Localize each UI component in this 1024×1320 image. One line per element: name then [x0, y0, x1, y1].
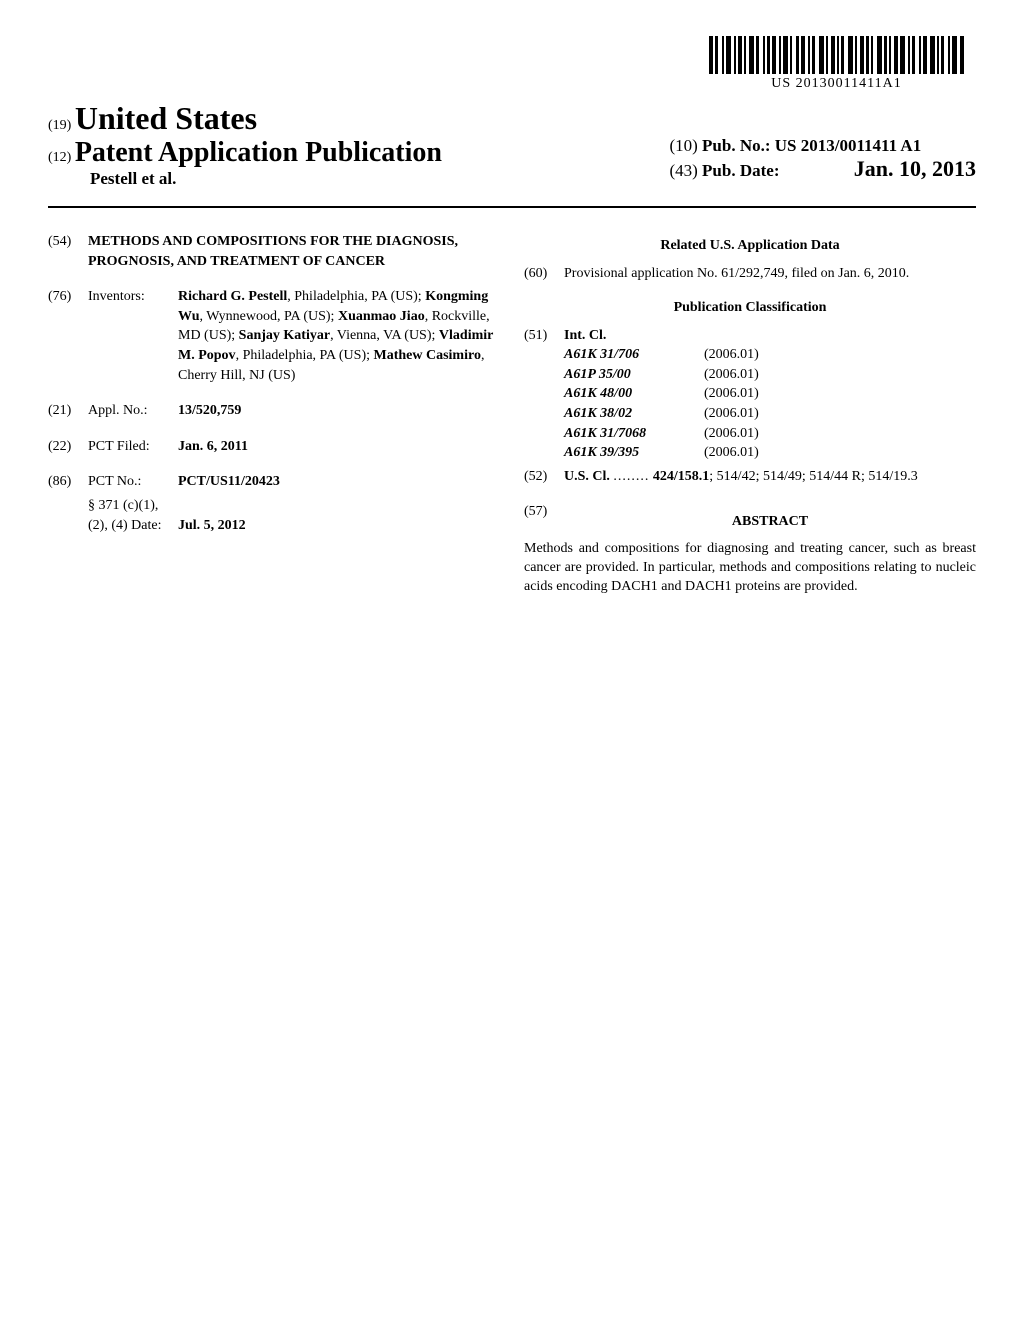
sect371-label: § 371 (c)(1), — [88, 496, 500, 516]
title: METHODS AND COMPOSITIONS FOR THE DIAGNOS… — [88, 232, 500, 271]
pub-no-label: Pub. No.: — [702, 136, 770, 155]
inventor-location: , Vienna, VA (US); — [330, 328, 439, 343]
country-name: United States — [75, 100, 257, 136]
pct-filed-row: (22) PCT Filed: Jan. 6, 2011 — [48, 437, 500, 457]
intcl-code-value: A61K 38/02 — [564, 404, 704, 424]
abstract-head-row: (57) ABSTRACT — [524, 502, 976, 538]
intcl-date: (2006.01) — [704, 365, 976, 385]
appl-no: 13/520,759 — [178, 401, 500, 421]
intcl-entry: A61P 35/00(2006.01) — [564, 365, 976, 385]
inventor: Sanjay Katiyar, Vienna, VA (US); — [239, 328, 439, 343]
pub-no: US 2013/0011411 A1 — [775, 136, 921, 155]
abstract-text: Methods and compositions for diagnosing … — [524, 540, 976, 597]
appl-label: Appl. No.: — [88, 401, 178, 421]
uscl-row: (52) U.S. Cl. ........ 424/158.1; 514/42… — [524, 467, 976, 487]
intcl-row: (51) Int. Cl. A61K 31/706(2006.01)A61P 3… — [524, 326, 976, 463]
inventors-label: Inventors: — [88, 287, 178, 385]
left-column: (54) METHODS AND COMPOSITIONS FOR THE DI… — [48, 232, 500, 597]
barcode-region: US 20130011411A1 — [709, 36, 964, 92]
right-column: Related U.S. Application Data (60) Provi… — [524, 232, 976, 597]
appl-code: (21) — [48, 401, 88, 421]
related-text: Provisional application No. 61/292,749, … — [564, 264, 976, 284]
inventor-name: Mathew Casimiro — [374, 348, 481, 363]
sect371-sub: (2), (4) Date: — [88, 516, 178, 536]
authors: Pestell et al. — [90, 169, 176, 188]
intcl-entry: A61K 31/706(2006.01) — [564, 345, 976, 365]
pct-no-label: PCT No.: — [88, 472, 178, 492]
inventor-location: , Philadelphia, PA (US); — [287, 289, 425, 304]
intcl-date: (2006.01) — [704, 443, 976, 463]
pct-filed-label: PCT Filed: — [88, 437, 178, 457]
country-code: (19) — [48, 118, 71, 133]
inventor-name: Sanjay Katiyar — [239, 328, 330, 343]
intcl-date: (2006.01) — [704, 424, 976, 444]
content-region: (54) METHODS AND COMPOSITIONS FOR THE DI… — [48, 232, 976, 597]
uscl-main: 424/158.1 — [653, 469, 709, 484]
related-row: (60) Provisional application No. 61/292,… — [524, 264, 976, 284]
pct-no-row: (86) PCT No.: PCT/US11/20423 — [48, 472, 500, 492]
pub-date-code: (43) — [669, 161, 697, 180]
inventor-location: , Philadelphia, PA (US); — [236, 348, 374, 363]
related-heading: Related U.S. Application Data — [524, 238, 976, 254]
inventor-location: , Wynnewood, PA (US); — [200, 309, 338, 324]
intcl-date: (2006.01) — [704, 384, 976, 404]
related-code: (60) — [524, 264, 564, 284]
pct-filed: Jan. 6, 2011 — [178, 437, 500, 457]
intcl-date: (2006.01) — [704, 345, 976, 365]
pub-no-code: (10) — [669, 136, 697, 155]
appl-row: (21) Appl. No.: 13/520,759 — [48, 401, 500, 421]
country-line: (19) United States — [48, 100, 976, 137]
barcode-bars — [709, 36, 964, 74]
pub-type-code: (12) — [48, 150, 71, 165]
inventors-list: Richard G. Pestell, Philadelphia, PA (US… — [178, 287, 500, 385]
sect371-row1: § 371 (c)(1), — [48, 496, 500, 516]
barcode-text: US 20130011411A1 — [709, 76, 964, 92]
title-code: (54) — [48, 232, 88, 271]
intcl-code-value: A61K 39/395 — [564, 443, 704, 463]
pct-no-code: (86) — [48, 472, 88, 492]
pub-type: Patent Application Publication — [75, 137, 442, 168]
pct-no: PCT/US11/20423 — [178, 472, 500, 492]
uscl-rest: ; 514/42; 514/49; 514/44 R; 514/19.3 — [709, 469, 917, 484]
intcl-entry: A61K 31/7068(2006.01) — [564, 424, 976, 444]
intcl-code-value: A61K 48/00 — [564, 384, 704, 404]
intcl-entry: A61K 48/00(2006.01) — [564, 384, 976, 404]
header-divider — [48, 206, 976, 208]
intcl-code-value: A61K 31/7068 — [564, 424, 704, 444]
header-region: (19) United States (12) Patent Applicati… — [48, 100, 976, 189]
inventor: Richard G. Pestell, Philadelphia, PA (US… — [178, 289, 425, 304]
pct-filed-code: (22) — [48, 437, 88, 457]
uscl-label: U.S. Cl. — [564, 469, 610, 484]
intcl-entry: A61K 39/395(2006.01) — [564, 443, 976, 463]
sect371-date: Jul. 5, 2012 — [178, 516, 500, 536]
uscl-code: (52) — [524, 467, 564, 487]
abstract-code: (57) — [524, 502, 564, 538]
class-heading: Publication Classification — [524, 300, 976, 316]
uscl-dots: ........ — [613, 469, 649, 484]
intcl-entry: A61K 38/02(2006.01) — [564, 404, 976, 424]
intcl-code-value: A61P 35/00 — [564, 365, 704, 385]
abstract-heading: ABSTRACT — [564, 512, 976, 532]
intcl-date: (2006.01) — [704, 404, 976, 424]
inventor-name: Richard G. Pestell — [178, 289, 287, 304]
inventors-row: (76) Inventors: Richard G. Pestell, Phil… — [48, 287, 500, 385]
intcl-code-value: A61K 31/706 — [564, 345, 704, 365]
sect371-row2: (2), (4) Date: Jul. 5, 2012 — [48, 516, 500, 536]
inventors-code: (76) — [48, 287, 88, 385]
inventor-name: Xuanmao Jiao — [338, 309, 425, 324]
title-row: (54) METHODS AND COMPOSITIONS FOR THE DI… — [48, 232, 500, 271]
intcl-code: (51) — [524, 326, 564, 463]
intcl-list: A61K 31/706(2006.01)A61P 35/00(2006.01)A… — [564, 345, 976, 463]
pub-date-label: Pub. Date: — [702, 161, 779, 180]
pub-date: Jan. 10, 2013 — [854, 156, 976, 181]
intcl-label: Int. Cl. — [564, 326, 976, 346]
pub-info-right: (10) Pub. No.: US 2013/0011411 A1 (43) P… — [669, 136, 976, 182]
